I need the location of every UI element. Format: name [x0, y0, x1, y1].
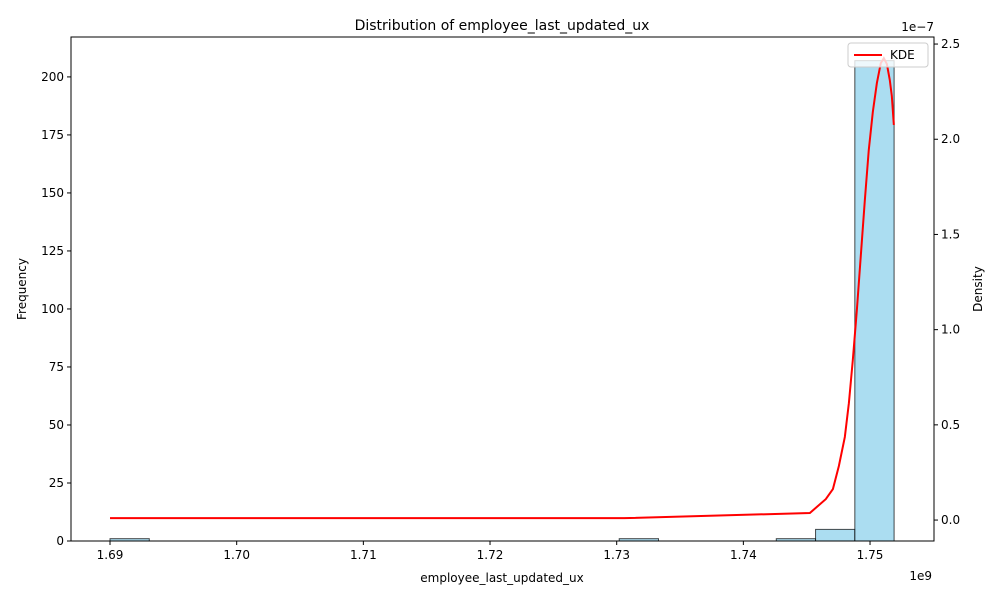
y-tick-label: 0 — [56, 534, 64, 548]
x-tick-label: 1.75 — [857, 548, 884, 562]
y-axis-label: Frequency — [15, 258, 29, 320]
y-tick-label: 25 — [49, 476, 64, 490]
y2-tick-label: 1.0 — [941, 323, 960, 337]
bar — [815, 528, 856, 542]
legend-box — [847, 42, 929, 68]
bar — [854, 60, 895, 542]
y-tick-label: 175 — [41, 128, 64, 142]
x-axis-label: employee_last_updated_ux — [420, 571, 583, 585]
y2-tick-label: 0.0 — [941, 513, 960, 527]
legend-label: KDE — [890, 48, 915, 62]
x-tick-label: 1.74 — [730, 548, 757, 562]
y-tick-label: 150 — [41, 186, 64, 200]
x-tick-label: 1.73 — [603, 548, 630, 562]
y-tick-label: 75 — [49, 360, 64, 374]
y2-offset-label: 1e−7 — [901, 20, 934, 34]
kde-line — [110, 56, 895, 520]
y-tick-label: 50 — [49, 418, 64, 432]
x-offset-label: 1e9 — [909, 569, 932, 583]
x-tick-label: 1.72 — [477, 548, 504, 562]
plot-frame — [70, 36, 935, 542]
y2-tick-label: 2.5 — [941, 37, 960, 51]
x-tick-label: 1.69 — [97, 548, 124, 562]
chart-title: Distribution of employee_last_updated_ux — [355, 18, 650, 34]
x-tick-label: 1.70 — [223, 548, 250, 562]
y2-tick-label: 2.0 — [941, 132, 960, 146]
x-tick-label: 1.71 — [350, 548, 377, 562]
y2-axis-label: Density — [971, 266, 985, 312]
y2-tick-label: 1.5 — [941, 227, 960, 241]
y-tick-label: 125 — [41, 244, 64, 258]
y2-tick-label: 0.5 — [941, 418, 960, 432]
y-tick-label: 200 — [41, 70, 64, 84]
y-tick-label: 100 — [41, 302, 64, 316]
